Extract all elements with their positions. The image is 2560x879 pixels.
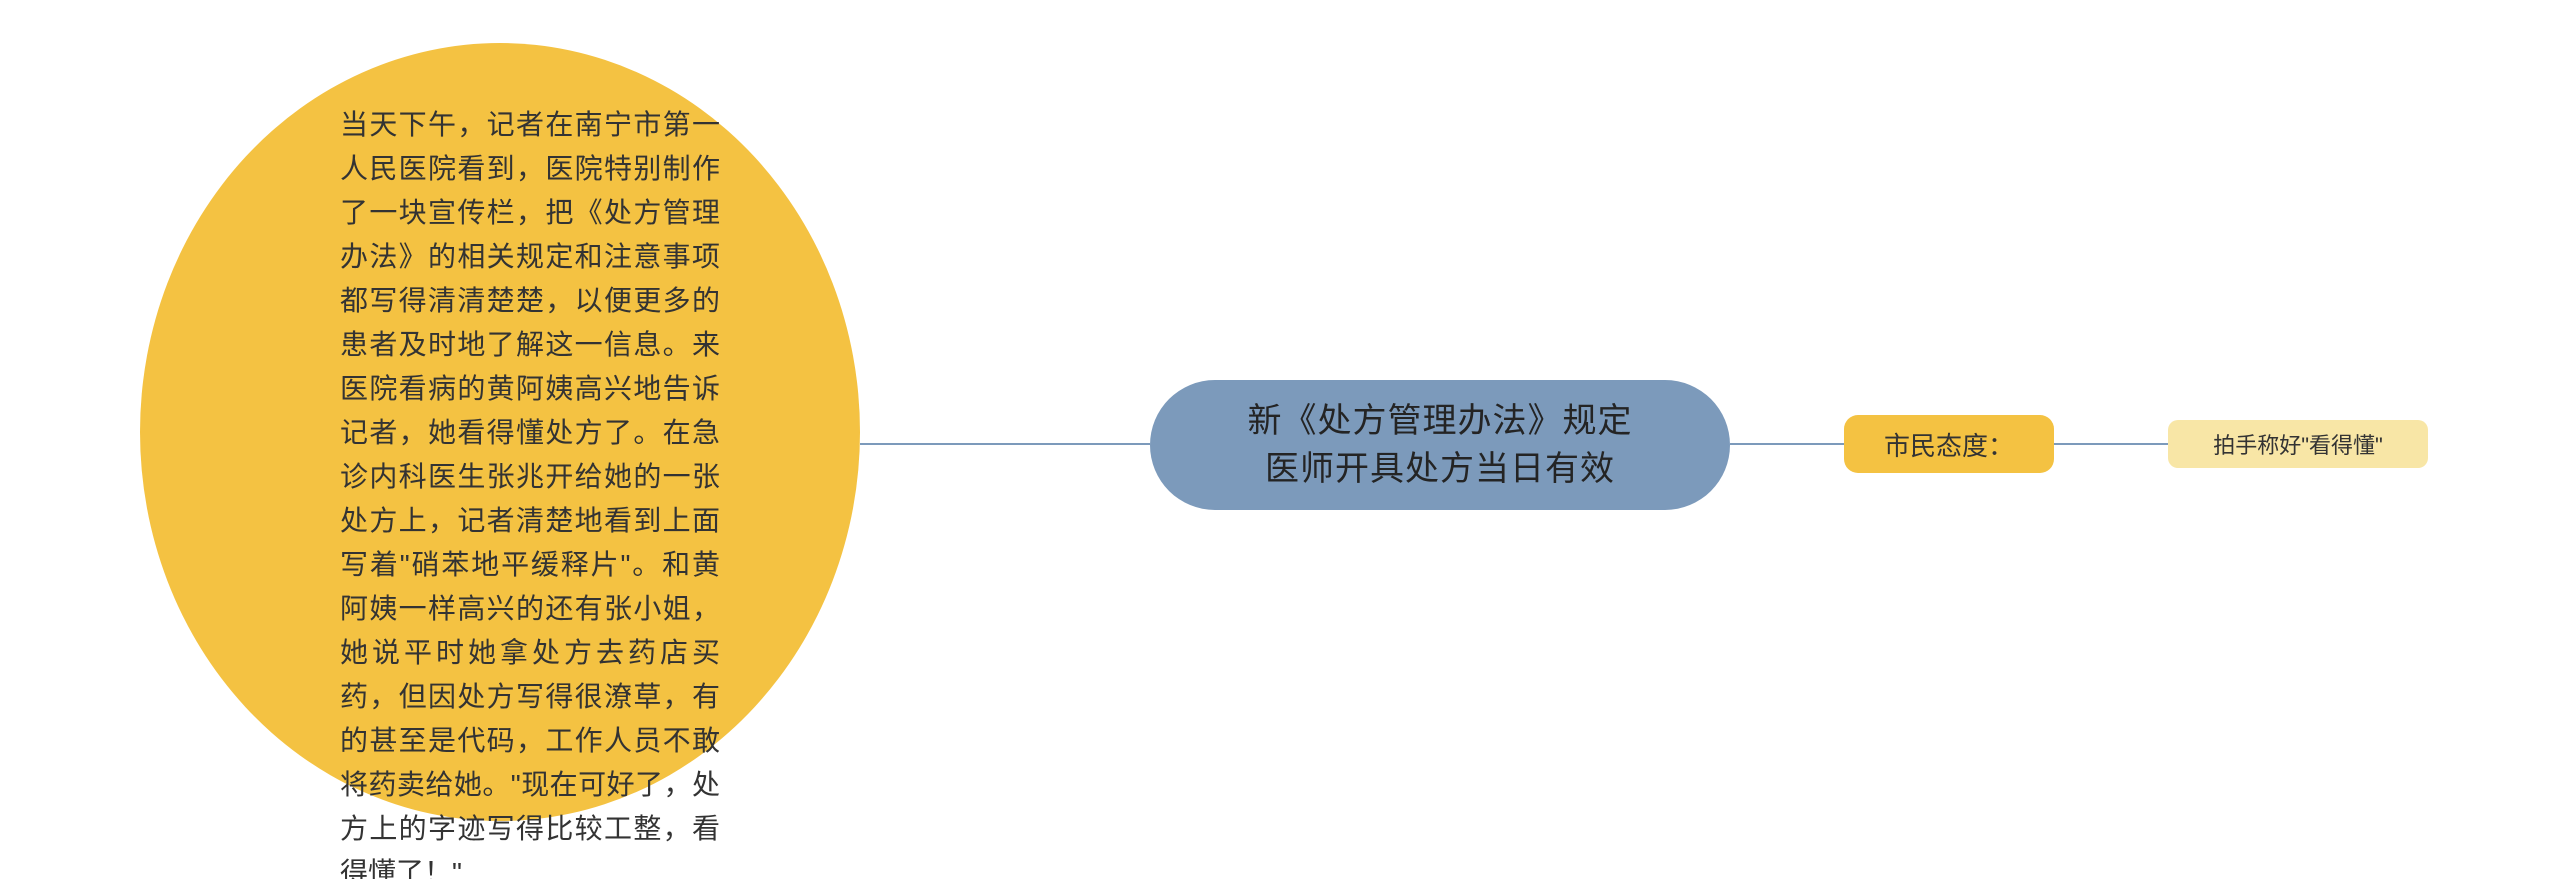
attitude-node: 市民态度： (1844, 415, 2054, 473)
leaf-node: 拍手称好"看得懂" (2168, 420, 2428, 468)
attitude-text: 市民态度： (1884, 426, 2014, 463)
detail-text: 当天下午，记者在南宁市第一人民医院看到，医院特别制作了一块宣传栏，把《处方管理办… (340, 103, 720, 879)
detail-node: 当天下午，记者在南宁市第一人民医院看到，医院特别制作了一块宣传栏，把《处方管理办… (140, 43, 860, 821)
center-line2: 医师开具处方当日有效 (1265, 445, 1615, 493)
center-line1: 新《处方管理办法》规定 (1248, 397, 1633, 445)
mindmap-canvas: 当天下午，记者在南宁市第一人民医院看到，医院特别制作了一块宣传栏，把《处方管理办… (0, 0, 2560, 879)
leaf-text: 拍手称好"看得懂" (2213, 428, 2383, 460)
center-node: 新《处方管理办法》规定 医师开具处方当日有效 (1150, 380, 1730, 510)
